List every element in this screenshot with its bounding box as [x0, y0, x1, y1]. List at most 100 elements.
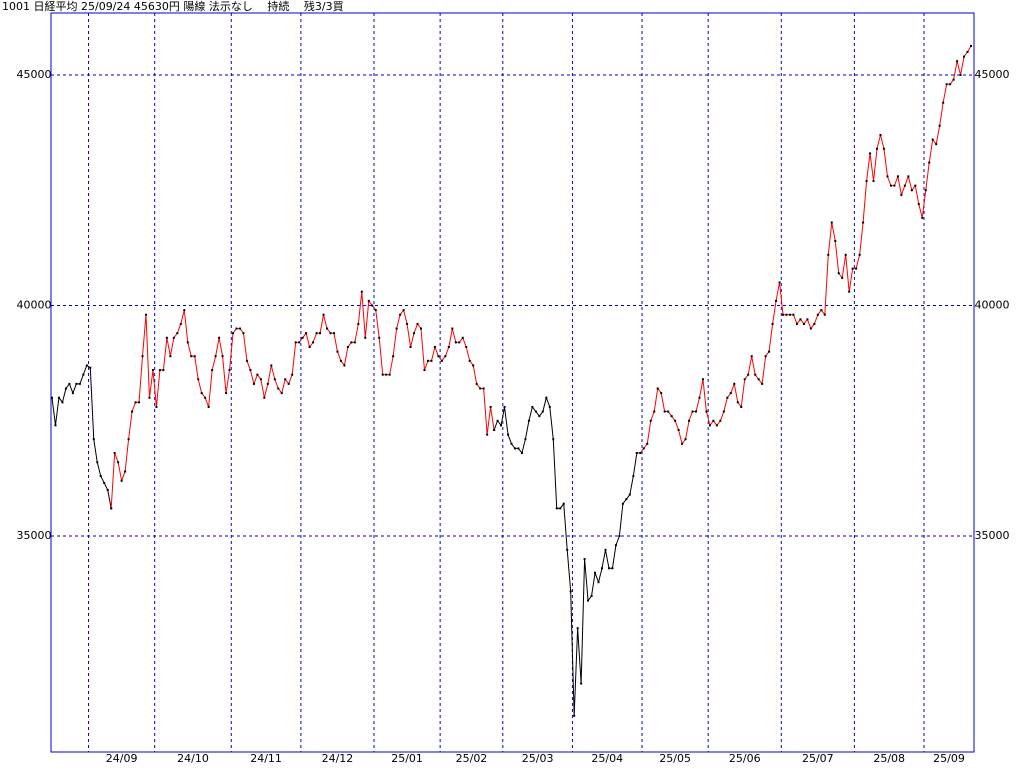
price-point [594, 571, 597, 574]
price-point [430, 359, 433, 362]
price-point [670, 415, 673, 418]
price-point [426, 359, 429, 362]
price-point [517, 447, 520, 450]
price-point [956, 60, 959, 63]
price-point [291, 373, 294, 376]
price-point [51, 396, 53, 399]
price-point [96, 461, 99, 464]
price-point [823, 313, 826, 316]
price-point [458, 341, 461, 344]
price-point [472, 364, 475, 367]
price-point [705, 410, 708, 413]
price-point [618, 535, 621, 538]
price-point [639, 452, 642, 455]
price-point [266, 382, 269, 385]
price-point [99, 475, 102, 478]
price-point [750, 355, 753, 358]
price-point [893, 184, 896, 187]
price-point [406, 322, 409, 325]
price-point [614, 544, 617, 547]
price-point [280, 392, 283, 395]
chart-title: 1001 日経平均 25/09/24 45630円 陽線 法示なし 持続 残3/… [2, 0, 344, 13]
price-point [642, 447, 645, 450]
x-tick-label: 24/10 [177, 752, 209, 765]
price-point [419, 327, 422, 330]
price-point [447, 346, 450, 349]
price-point [228, 369, 231, 372]
price-point [653, 410, 656, 413]
price-point [740, 405, 743, 408]
price-point [862, 221, 865, 224]
price-point [889, 184, 892, 187]
price-point [308, 346, 311, 349]
price-point [402, 309, 405, 312]
price-point [527, 419, 530, 422]
price-point [468, 359, 471, 362]
price-point [621, 502, 624, 505]
price-point [907, 175, 910, 178]
price-point [385, 373, 388, 376]
price-point [221, 355, 224, 358]
price-point [305, 332, 308, 335]
price-point [869, 152, 872, 155]
price-point [855, 267, 858, 270]
price-point [865, 180, 868, 183]
price-point [301, 336, 304, 339]
price-point [733, 382, 736, 385]
price-point [903, 184, 906, 187]
price-point [694, 410, 697, 413]
price-point [667, 410, 670, 413]
price-point [928, 161, 931, 164]
price-point [106, 488, 109, 491]
price-point [440, 359, 443, 362]
x-tick-label: 25/01 [391, 752, 423, 765]
price-point [896, 175, 899, 178]
price-point [743, 378, 746, 381]
price-point [966, 50, 969, 53]
price-point [284, 378, 287, 381]
price-point [754, 373, 757, 376]
price-point [656, 387, 659, 390]
x-tick-label: 25/09 [933, 752, 965, 765]
x-tick-label: 25/06 [729, 752, 761, 765]
price-point [270, 364, 273, 367]
price-line [51, 364, 638, 716]
price-point [193, 355, 196, 358]
price-point [580, 682, 583, 685]
price-point [315, 332, 318, 335]
price-point [806, 318, 809, 321]
price-point [179, 322, 182, 325]
price-point [172, 336, 175, 339]
price-point [294, 341, 297, 344]
price-point [555, 507, 558, 510]
price-point [886, 175, 889, 178]
price-point [778, 281, 781, 284]
price-point [775, 299, 778, 302]
price-point [451, 327, 454, 330]
price-point [496, 419, 499, 422]
price-point [729, 392, 732, 395]
price-point [211, 369, 214, 372]
price-point [245, 359, 248, 362]
price-point [674, 419, 677, 422]
price-point [364, 336, 367, 339]
price-point [357, 322, 360, 325]
price-point [131, 410, 134, 413]
price-point [566, 548, 569, 551]
price-point [343, 364, 346, 367]
price-point [757, 378, 760, 381]
price-point [691, 410, 694, 413]
price-point [625, 498, 628, 501]
price-point [395, 327, 398, 330]
price-point [416, 322, 419, 325]
price-point [841, 276, 844, 279]
price-point [959, 74, 962, 77]
price-point [399, 313, 402, 316]
price-point [197, 378, 200, 381]
price-point [785, 313, 788, 316]
price-point [607, 567, 610, 570]
price-point [249, 369, 252, 372]
plot-frame [50, 12, 975, 753]
price-point [524, 438, 527, 441]
